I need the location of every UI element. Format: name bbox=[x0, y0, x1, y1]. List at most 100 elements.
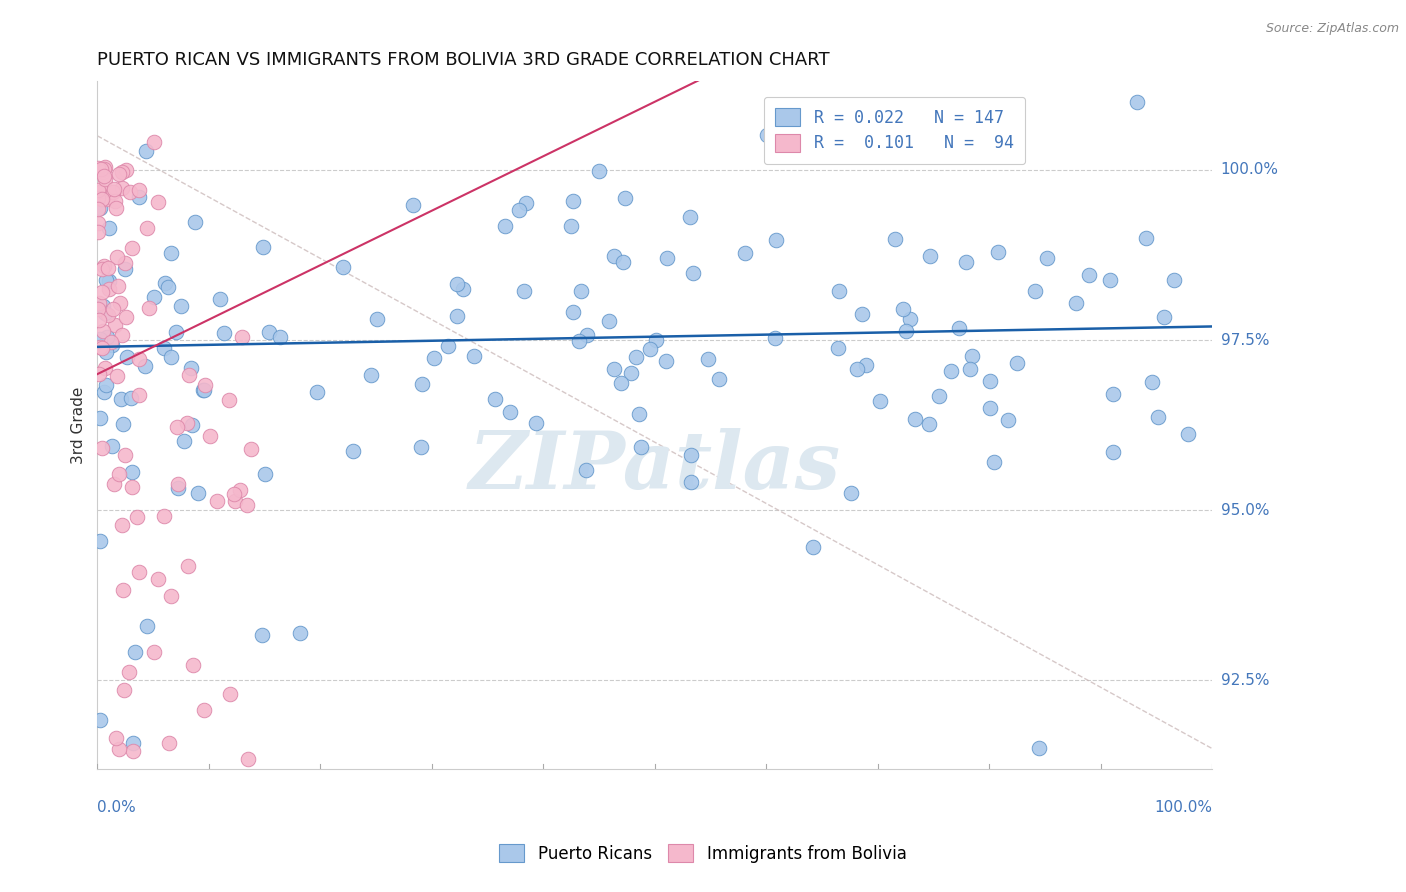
Point bbox=[508, 202, 530, 217]
Point bbox=[839, 486, 862, 500]
Point bbox=[97, 261, 120, 276]
Point bbox=[114, 448, 136, 462]
Point bbox=[177, 559, 200, 574]
Point bbox=[120, 392, 142, 406]
Point bbox=[157, 280, 180, 294]
Point bbox=[801, 541, 824, 555]
Point bbox=[101, 302, 124, 317]
Point bbox=[98, 274, 121, 288]
Point bbox=[207, 494, 229, 508]
Point bbox=[614, 191, 637, 205]
Point bbox=[180, 361, 202, 376]
Point bbox=[105, 201, 128, 215]
Point bbox=[655, 251, 678, 265]
Point bbox=[128, 183, 150, 197]
Point bbox=[494, 219, 516, 233]
Point bbox=[90, 184, 112, 198]
Point bbox=[97, 221, 120, 235]
Point bbox=[157, 736, 180, 750]
Point bbox=[568, 334, 591, 348]
Point bbox=[446, 277, 468, 291]
Point bbox=[765, 233, 787, 247]
Point bbox=[111, 165, 134, 179]
Point bbox=[128, 351, 150, 366]
Text: PUERTO RICAN VS IMMIGRANTS FROM BOLIVIA 3RD GRADE CORRELATION CHART: PUERTO RICAN VS IMMIGRANTS FROM BOLIVIA … bbox=[97, 51, 830, 69]
Text: Source: ZipAtlas.com: Source: ZipAtlas.com bbox=[1265, 22, 1399, 36]
Point bbox=[366, 312, 388, 326]
Point bbox=[87, 226, 110, 240]
Point bbox=[111, 518, 134, 533]
Point bbox=[240, 442, 263, 457]
Point bbox=[100, 334, 122, 349]
Point bbox=[1102, 445, 1125, 459]
Point bbox=[828, 284, 851, 298]
Point bbox=[107, 167, 129, 181]
Point bbox=[146, 573, 169, 587]
Point bbox=[446, 309, 468, 323]
Point bbox=[827, 341, 849, 355]
Point bbox=[91, 285, 114, 299]
Text: 92.5%: 92.5% bbox=[1220, 673, 1270, 688]
Point bbox=[90, 161, 112, 176]
Text: ZIPatlas: ZIPatlas bbox=[468, 427, 841, 505]
Point bbox=[603, 249, 626, 263]
Point bbox=[484, 392, 506, 406]
Point bbox=[124, 645, 146, 659]
Point bbox=[983, 454, 1005, 468]
Point bbox=[437, 339, 460, 353]
Point bbox=[96, 330, 118, 344]
Point bbox=[191, 383, 214, 397]
Point bbox=[682, 266, 704, 280]
Text: 95.0%: 95.0% bbox=[1220, 503, 1270, 517]
Point bbox=[160, 246, 183, 260]
Point bbox=[128, 190, 150, 204]
Point bbox=[167, 477, 190, 491]
Point bbox=[146, 195, 169, 210]
Point bbox=[588, 164, 610, 178]
Point bbox=[846, 362, 869, 376]
Point bbox=[598, 313, 620, 327]
Point bbox=[254, 467, 277, 481]
Point bbox=[855, 358, 877, 372]
Point bbox=[987, 245, 1010, 260]
Point bbox=[1035, 251, 1057, 265]
Point bbox=[91, 262, 114, 277]
Point bbox=[153, 508, 176, 523]
Point bbox=[169, 299, 191, 313]
Point bbox=[332, 260, 354, 275]
Point bbox=[630, 440, 652, 454]
Point bbox=[94, 172, 117, 186]
Text: 0.0%: 0.0% bbox=[97, 799, 136, 814]
Point bbox=[918, 417, 941, 431]
Point bbox=[103, 476, 125, 491]
Point bbox=[342, 444, 364, 458]
Point bbox=[681, 448, 703, 462]
Point bbox=[560, 219, 582, 233]
Point bbox=[574, 462, 596, 476]
Point bbox=[160, 589, 183, 603]
Point bbox=[1098, 273, 1121, 287]
Point bbox=[87, 313, 110, 327]
Point bbox=[121, 241, 143, 255]
Point bbox=[269, 330, 291, 344]
Point bbox=[105, 731, 128, 745]
Point bbox=[135, 619, 157, 633]
Point bbox=[153, 341, 176, 355]
Point bbox=[1146, 410, 1168, 425]
Point bbox=[107, 279, 129, 293]
Point bbox=[411, 440, 433, 454]
Point bbox=[143, 645, 166, 659]
Point bbox=[87, 202, 110, 216]
Point bbox=[1163, 273, 1185, 287]
Point bbox=[97, 309, 120, 323]
Point bbox=[135, 144, 157, 158]
Point bbox=[184, 215, 207, 229]
Point bbox=[110, 392, 132, 407]
Point bbox=[451, 282, 474, 296]
Point bbox=[948, 321, 970, 335]
Point bbox=[128, 566, 150, 580]
Point bbox=[1135, 231, 1157, 245]
Point bbox=[166, 420, 188, 434]
Point bbox=[679, 475, 702, 489]
Point bbox=[87, 216, 110, 230]
